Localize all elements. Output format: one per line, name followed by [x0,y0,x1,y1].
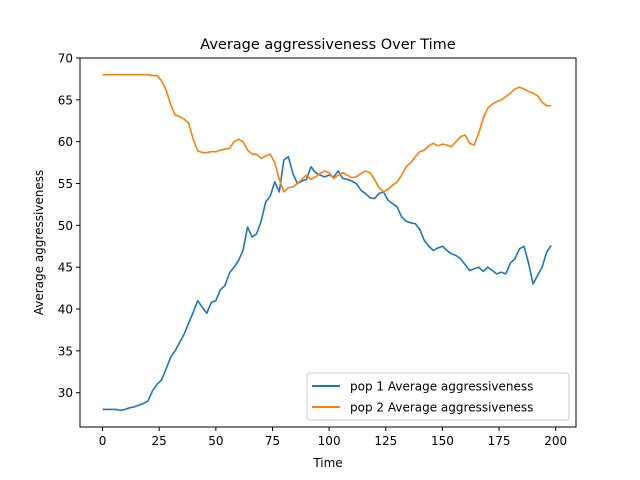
x-tick-label: 150 [431,434,454,448]
plot-frame [79,57,577,428]
y-axis: 30 35 40 45 50 55 60 65 70 [58,52,80,400]
legend-label-pop-1: pop 1 Average aggressiveness [350,380,533,394]
x-tick-label: 100 [318,434,341,448]
x-axis: 0 25 50 75 100 125 150 175 200 [99,427,567,448]
y-tick-label: 30 [58,386,73,400]
y-tick-label: 50 [58,219,73,233]
x-tick-label: 125 [374,434,397,448]
y-axis-label: Average aggressiveness [32,170,46,316]
series-layer [102,73,552,412]
y-tick-label: 60 [58,135,73,149]
x-tick-label: 0 [99,434,107,448]
x-tick-label: 175 [488,434,511,448]
y-tick-label: 65 [58,93,73,107]
x-tick-label: 75 [265,434,280,448]
legend-label-pop-2: pop 2 Average aggressiveness [350,401,533,415]
series-line-pop-2 [102,73,552,193]
y-tick-label: 55 [58,177,73,191]
y-tick-label: 70 [58,52,73,66]
chart-title: Average aggressiveness Over Time [200,37,456,53]
x-tick-label: 200 [544,434,567,448]
x-tick-label: 50 [208,434,223,448]
y-tick-label: 35 [58,344,73,358]
y-tick-label: 40 [58,303,73,317]
x-tick-label: 25 [152,434,167,448]
legend: pop 1 Average aggressiveness pop 2 Avera… [306,372,570,421]
series-line-pop-1 [102,155,552,412]
x-axis-label: Time [312,456,342,470]
legend-box [306,372,570,421]
y-tick-label: 45 [58,261,73,275]
